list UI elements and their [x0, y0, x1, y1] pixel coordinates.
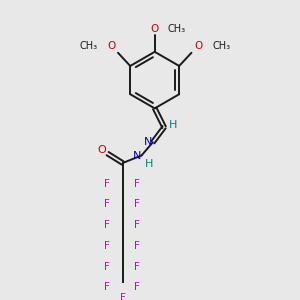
- Text: H: H: [145, 159, 153, 169]
- Text: H: H: [168, 120, 177, 130]
- Text: F: F: [104, 200, 110, 209]
- Text: O: O: [151, 24, 159, 34]
- Text: F: F: [134, 262, 140, 272]
- Text: F: F: [104, 179, 110, 189]
- Text: O: O: [98, 145, 106, 155]
- Text: CH₃: CH₃: [212, 41, 230, 51]
- Text: F: F: [104, 282, 110, 292]
- Text: O: O: [194, 41, 202, 51]
- Text: CH₃: CH₃: [79, 41, 97, 51]
- Text: F: F: [134, 179, 140, 189]
- Text: N: N: [133, 152, 141, 161]
- Text: F: F: [120, 293, 126, 300]
- Text: F: F: [104, 220, 110, 230]
- Text: F: F: [134, 282, 140, 292]
- Text: F: F: [134, 220, 140, 230]
- Text: F: F: [104, 262, 110, 272]
- Text: F: F: [104, 241, 110, 251]
- Text: N: N: [144, 137, 152, 147]
- Text: CH₃: CH₃: [168, 24, 186, 34]
- Text: O: O: [107, 41, 116, 51]
- Text: F: F: [134, 200, 140, 209]
- Text: F: F: [134, 241, 140, 251]
